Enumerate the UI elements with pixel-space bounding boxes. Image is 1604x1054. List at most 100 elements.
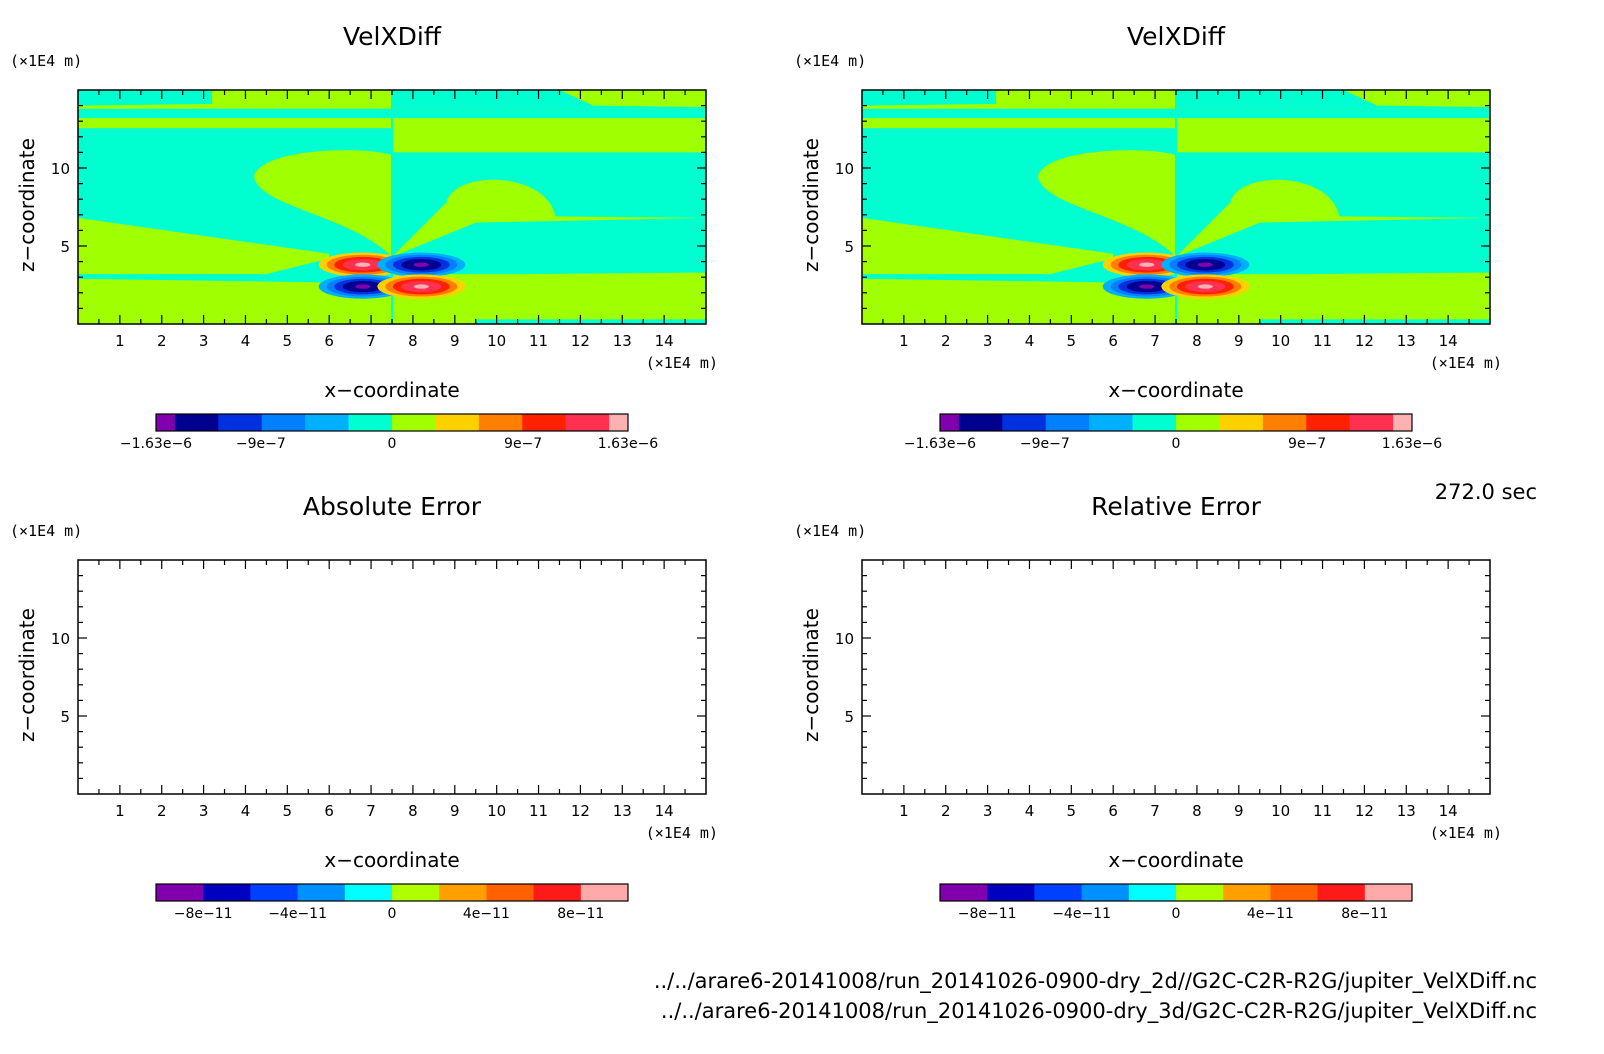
chart-title: Absolute Error bbox=[303, 492, 482, 521]
x-axis-label: x−coordinate bbox=[1108, 378, 1243, 402]
chart-panel-absolute-error: Absolute Error (×1E4 m) (×1E4 m) x−coordina… bbox=[10, 492, 718, 922]
dipole-contour-3-4 bbox=[1197, 284, 1213, 289]
colorbar-label: −1.63e−6 bbox=[904, 436, 976, 452]
chart-title: Relative Error bbox=[1091, 492, 1261, 521]
contour-region bbox=[862, 278, 1176, 324]
x-axis-label: x−coordinate bbox=[324, 378, 459, 402]
x-tick-label: 6 bbox=[324, 332, 334, 350]
colorbar-swatch bbox=[580, 884, 629, 901]
x-axis-label: x−coordinate bbox=[324, 848, 459, 872]
colorbar-label: 1.63e−6 bbox=[1382, 436, 1443, 452]
y-axis-label: z−coordinate bbox=[15, 608, 39, 742]
contour-region bbox=[1176, 217, 1490, 275]
colorbar-swatch bbox=[1393, 414, 1413, 431]
x-tick-label: 12 bbox=[571, 802, 590, 820]
colorbar-label: 8e−11 bbox=[557, 906, 604, 922]
chart-title: VelXDiff bbox=[343, 22, 442, 51]
x-tick-label: 13 bbox=[613, 802, 632, 820]
colorbar-swatch bbox=[565, 414, 610, 431]
contour-region bbox=[1176, 90, 1490, 109]
contour-field bbox=[862, 90, 1490, 324]
colorbar-swatch bbox=[987, 884, 1035, 901]
colorbar-swatch bbox=[435, 414, 480, 431]
contour-region bbox=[78, 90, 392, 109]
contour-region bbox=[1176, 152, 1490, 257]
colorbar-swatch bbox=[156, 414, 176, 431]
x-tick-label: 13 bbox=[613, 332, 632, 350]
x-tick-label: 14 bbox=[655, 802, 674, 820]
colorbar-swatch bbox=[522, 414, 567, 431]
x-tick-label: 9 bbox=[1234, 332, 1244, 350]
x-tick-label: 11 bbox=[529, 332, 548, 350]
colorbar-frame bbox=[939, 413, 1413, 432]
colorbar-swatch bbox=[1317, 884, 1366, 901]
colorbar-swatch bbox=[940, 414, 960, 431]
chart-panel-velx-3d: VelXDiff (×1E4 m) (×1E4 m) x−coordinate z−co… bbox=[794, 22, 1502, 452]
contour-region bbox=[1037, 150, 1176, 257]
x-tick-label: 5 bbox=[1067, 802, 1077, 820]
contour-region bbox=[1259, 319, 1490, 324]
colorbar-swatch bbox=[1176, 414, 1220, 431]
y-unit-label: (×1E4 m) bbox=[794, 522, 866, 540]
contour-field bbox=[78, 90, 706, 324]
x-tick-label: 3 bbox=[983, 332, 993, 350]
colorbar-label: −9e−7 bbox=[236, 436, 286, 452]
dipole-contour-0-4 bbox=[355, 262, 371, 267]
x-unit-label: (×1E4 m) bbox=[646, 824, 718, 842]
colorbar-label: −9e−7 bbox=[1020, 436, 1070, 452]
x-tick-label: 6 bbox=[1108, 802, 1118, 820]
x-tick-label: 8 bbox=[408, 802, 418, 820]
colorbar-swatch bbox=[1002, 414, 1047, 431]
colorbar-swatch bbox=[1045, 414, 1090, 431]
x-tick-label: 1 bbox=[899, 332, 909, 350]
x-tick-label: 5 bbox=[1067, 332, 1077, 350]
x-tick-label: 3 bbox=[983, 802, 993, 820]
contour-region bbox=[862, 217, 1114, 275]
colorbar-swatch bbox=[1270, 884, 1319, 901]
colorbar-swatch bbox=[1219, 414, 1264, 431]
chart-panel-relative-error: Relative Error (×1E4 m) (×1E4 m) x−coordina… bbox=[794, 492, 1502, 922]
x-tick-label: 6 bbox=[1108, 332, 1118, 350]
dipole-contour-2-4 bbox=[413, 262, 429, 267]
x-tick-label: 2 bbox=[157, 802, 167, 820]
x-tick-label: 5 bbox=[283, 802, 293, 820]
colorbar-swatch bbox=[218, 414, 263, 431]
x-tick-label: 11 bbox=[1313, 802, 1332, 820]
file-path-3d: ../../arare6-20141008/run_20141026-0900-… bbox=[661, 999, 1537, 1024]
y-tick-label: 10 bbox=[51, 630, 70, 648]
contour-field bbox=[78, 560, 706, 794]
colorbar-swatch bbox=[1176, 884, 1224, 901]
colorbar-swatch bbox=[348, 414, 393, 431]
x-tick-label: 1 bbox=[115, 332, 125, 350]
plot-background bbox=[862, 560, 1490, 794]
x-tick-label: 12 bbox=[1355, 332, 1374, 350]
colorbar-swatch bbox=[439, 884, 487, 901]
colorbar-swatch bbox=[958, 414, 1003, 431]
x-tick-label: 8 bbox=[1192, 802, 1202, 820]
x-tick-label: 7 bbox=[1150, 802, 1160, 820]
colorbar-label: 0 bbox=[1172, 436, 1181, 452]
colorbar-label: 0 bbox=[1172, 906, 1181, 922]
x-tick-label: 1 bbox=[899, 802, 909, 820]
y-tick-label: 10 bbox=[835, 630, 854, 648]
contour-band bbox=[78, 118, 392, 129]
x-unit-label: (×1E4 m) bbox=[646, 354, 718, 372]
x-tick-label: 2 bbox=[941, 332, 951, 350]
colorbar-swatch bbox=[1223, 884, 1271, 901]
x-tick-label: 9 bbox=[1234, 802, 1244, 820]
contour-region bbox=[862, 90, 1176, 109]
dipole-contour-2-4 bbox=[1197, 262, 1213, 267]
x-tick-label: 8 bbox=[408, 332, 418, 350]
colorbar-label: −1.63e−6 bbox=[120, 436, 192, 452]
contour-band bbox=[1176, 108, 1490, 119]
colorbar-label: 4e−11 bbox=[1247, 906, 1294, 922]
x-unit-label: (×1E4 m) bbox=[1430, 354, 1502, 372]
x-tick-label: 3 bbox=[199, 332, 209, 350]
colorbar: −8e−11 −4e−11 0 4e−11 8e−11 bbox=[155, 883, 629, 922]
y-unit-label: (×1E4 m) bbox=[10, 52, 82, 70]
time-label: 272.0 sec bbox=[1435, 480, 1537, 504]
x-tick-label: 6 bbox=[324, 802, 334, 820]
x-tick-label: 4 bbox=[1025, 802, 1035, 820]
y-tick-label: 5 bbox=[844, 238, 854, 256]
x-tick-label: 12 bbox=[571, 332, 590, 350]
